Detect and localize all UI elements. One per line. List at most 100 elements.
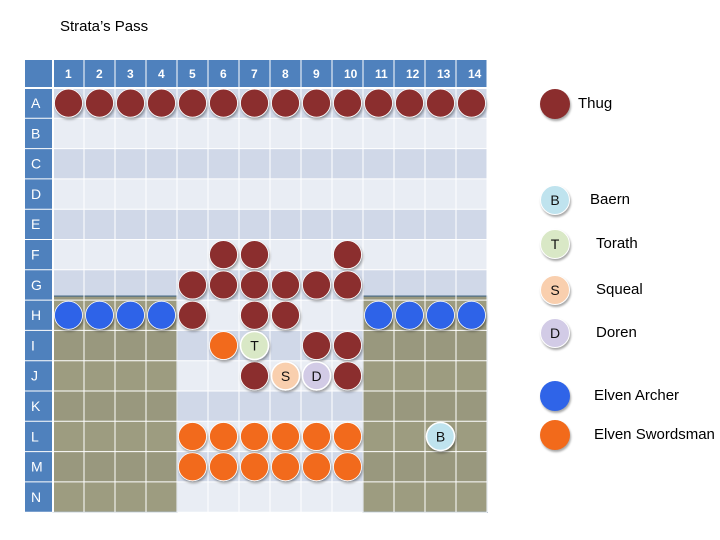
archer-token[interactable] xyxy=(54,300,83,330)
legend-thug-label: Thug xyxy=(578,95,613,112)
thug-token[interactable] xyxy=(364,88,393,118)
row-label: N xyxy=(31,489,41,505)
swordsman-token[interactable] xyxy=(271,422,300,451)
thug-token[interactable] xyxy=(333,270,362,300)
legend-archer-label: Elven Archer xyxy=(594,387,680,404)
legend-thug-token xyxy=(540,89,570,119)
row-label: K xyxy=(31,398,41,414)
row-label: M xyxy=(31,459,43,475)
thug-token[interactable] xyxy=(240,270,269,300)
archer-token[interactable] xyxy=(426,300,455,330)
thug-token[interactable] xyxy=(209,88,238,118)
legend-doren-label: Doren xyxy=(596,324,637,341)
torath-token[interactable] xyxy=(239,330,270,361)
thug-token[interactable] xyxy=(302,270,331,300)
column-label: 8 xyxy=(282,67,289,81)
legend-doren-letter: D xyxy=(549,325,561,341)
thug-token[interactable] xyxy=(395,88,424,118)
archer-token[interactable] xyxy=(116,300,145,330)
row-label: J xyxy=(31,368,38,384)
swordsman-token[interactable] xyxy=(302,422,331,451)
swordsman-token[interactable] xyxy=(209,331,238,360)
thug-token[interactable] xyxy=(178,270,207,300)
row-label: H xyxy=(31,307,41,323)
swordsman-token[interactable] xyxy=(333,422,362,451)
swordsman-token[interactable] xyxy=(240,452,269,482)
row-label: A xyxy=(31,95,41,111)
thug-token[interactable] xyxy=(240,300,269,330)
legend-torath-label: Torath xyxy=(596,235,638,252)
column-label: 4 xyxy=(158,67,165,81)
torath-token-letter: T xyxy=(250,338,259,354)
row-label: F xyxy=(31,247,40,263)
squeal-token-letter: S xyxy=(281,368,290,384)
thug-token[interactable] xyxy=(240,240,269,270)
thug-token[interactable] xyxy=(240,88,269,118)
thug-token[interactable] xyxy=(209,270,238,300)
column-label: 10 xyxy=(344,67,358,81)
archer-token[interactable] xyxy=(147,300,176,330)
thug-token[interactable] xyxy=(271,300,300,330)
thug-token[interactable] xyxy=(147,88,176,118)
column-label: 6 xyxy=(220,67,227,81)
thug-token[interactable] xyxy=(209,240,238,270)
column-label: 12 xyxy=(406,67,420,81)
archer-token[interactable] xyxy=(395,300,424,330)
swordsman-token[interactable] xyxy=(333,452,362,482)
thug-token[interactable] xyxy=(302,88,331,118)
column-header-bar xyxy=(25,60,487,88)
column-label: 5 xyxy=(189,67,196,81)
column-label: 1 xyxy=(65,67,72,81)
thug-token[interactable] xyxy=(240,361,269,391)
thug-token[interactable] xyxy=(426,88,455,118)
row-label: B xyxy=(31,125,40,141)
legend-swordsman-label: Elven Swordsman xyxy=(594,426,715,443)
archer-token[interactable] xyxy=(457,300,486,330)
swordsman-token[interactable] xyxy=(302,452,331,482)
thug-token[interactable] xyxy=(333,331,362,360)
row-label: I xyxy=(31,337,35,353)
swordsman-token[interactable] xyxy=(209,422,238,451)
thug-token[interactable] xyxy=(333,240,362,270)
archer-token[interactable] xyxy=(85,300,114,330)
column-label: 7 xyxy=(251,67,258,81)
row-label: E xyxy=(31,216,40,232)
column-label: 11 xyxy=(375,67,388,81)
thug-token[interactable] xyxy=(85,88,114,118)
legend-doren-token: D xyxy=(540,318,570,348)
baern-token[interactable] xyxy=(425,421,456,452)
thug-token[interactable] xyxy=(271,270,300,300)
thug-token[interactable] xyxy=(178,88,207,118)
thug-token[interactable] xyxy=(333,88,362,118)
map-title: Strata’s Pass xyxy=(60,18,149,35)
archer-token[interactable] xyxy=(364,300,393,330)
legend-archer-token xyxy=(540,381,570,411)
column-label: 3 xyxy=(127,67,134,81)
doren-token[interactable] xyxy=(301,361,332,391)
thug-token[interactable] xyxy=(116,88,145,118)
row-label: L xyxy=(31,428,39,444)
legend-squeal-letter: S xyxy=(550,282,560,298)
swordsman-token[interactable] xyxy=(178,422,207,451)
swordsman-token[interactable] xyxy=(178,452,207,482)
legend-squeal-token: S xyxy=(540,275,570,305)
baern-token-letter: B xyxy=(436,428,445,444)
row-label: G xyxy=(31,277,42,293)
column-label: 9 xyxy=(313,67,320,81)
legend-torath-letter: T xyxy=(550,236,560,252)
thug-token[interactable] xyxy=(457,88,486,118)
legend-baern-label: Baern xyxy=(590,191,631,208)
legend-baern-token: B xyxy=(540,185,570,215)
swordsman-token[interactable] xyxy=(271,452,300,482)
legend-swordsman-token xyxy=(540,420,570,450)
thug-token[interactable] xyxy=(178,300,207,330)
squeal-token[interactable] xyxy=(270,361,301,391)
thug-token[interactable] xyxy=(271,88,300,118)
swordsman-token[interactable] xyxy=(209,452,238,482)
legend-torath-token: T xyxy=(540,229,570,259)
swordsman-token[interactable] xyxy=(240,422,269,451)
row-label: D xyxy=(31,186,41,202)
thug-token[interactable] xyxy=(302,331,331,360)
thug-token[interactable] xyxy=(333,361,362,391)
thug-token[interactable] xyxy=(54,88,83,118)
